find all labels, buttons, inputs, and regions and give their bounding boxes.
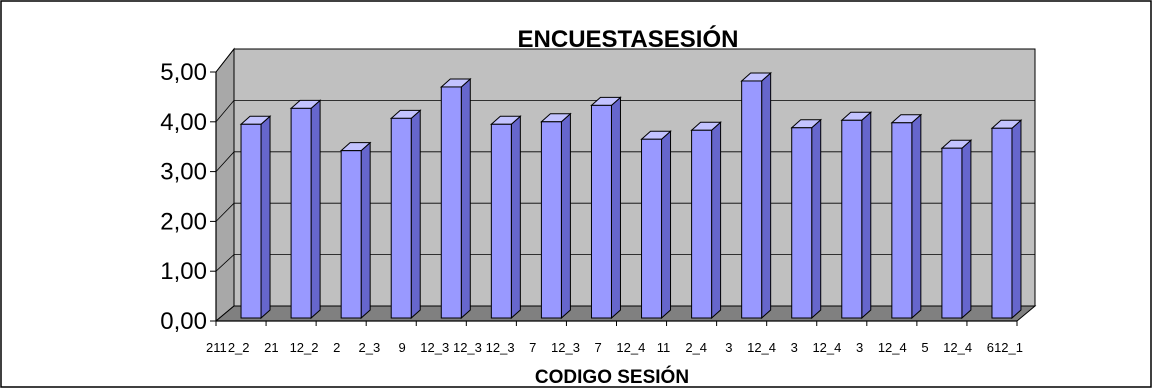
x-tick-label: 12_3: [486, 340, 515, 355]
x-tick-label: 2_4: [685, 340, 707, 355]
x-axis-title: CODIGO SESIÓN: [535, 366, 689, 388]
y-tick-label: 0,00: [160, 308, 207, 335]
x-tick-label: 2_3: [359, 340, 381, 355]
bar: [790, 118, 823, 320]
y-tick-label: 1,00: [160, 258, 207, 285]
bar-front: [390, 117, 412, 319]
bar-front: [691, 129, 713, 319]
x-tick-label: 211: [206, 340, 227, 355]
bar: [890, 113, 923, 320]
x-tick-label: 7: [595, 340, 602, 355]
bar-side: [811, 118, 822, 320]
x-tick-label: 12_3: [551, 340, 580, 355]
bar-side: [460, 77, 471, 320]
bar-side: [560, 112, 571, 320]
x-ticks: 211 2_2 21 12_2 2 2_3 9 12_3 12_3 12_3 7 12_3 7 12_4 1…: [206, 321, 1023, 355]
bar-front: [490, 123, 512, 319]
bar: [239, 115, 272, 320]
gridline-side: [215, 151, 235, 172]
x-tick-label: 5: [921, 340, 928, 355]
bar-front: [891, 122, 913, 319]
gridline-side: [215, 48, 235, 73]
gridline-side: [215, 254, 235, 272]
x-tick-label: 21: [264, 340, 278, 355]
bar-front: [540, 121, 562, 319]
bar-front: [641, 138, 663, 319]
bar-side: [661, 130, 672, 320]
x-tick-label: 12_3: [420, 340, 449, 355]
x-tick-label: 12_1: [994, 340, 1023, 355]
bar-front: [440, 86, 462, 319]
bar-side: [761, 71, 772, 320]
bar: [540, 112, 572, 320]
gridline-side: [215, 202, 235, 222]
x-tick-label: 12_4: [812, 340, 841, 355]
bar: [640, 130, 672, 320]
x-tick-label: 6: [987, 340, 994, 355]
bar: [439, 77, 472, 320]
x-tick-label: 12_4: [747, 340, 776, 355]
bar-side: [410, 109, 421, 320]
x-tick-label: 12_4: [878, 340, 907, 355]
bar-side: [861, 111, 872, 320]
bar-side: [1011, 119, 1022, 320]
bar-side: [711, 121, 722, 320]
y-ticks: 0,00 1,00 2,00 3,00 4,00 5,00: [160, 59, 216, 335]
bar: [990, 119, 1023, 320]
plot-side-wall: [215, 47, 235, 323]
bar: [840, 111, 873, 320]
bar: [289, 99, 322, 320]
x-tick-label: 12_4: [943, 340, 972, 355]
bar-side: [360, 141, 371, 320]
bar: [940, 139, 973, 320]
bar-front: [340, 150, 362, 319]
bar-side: [510, 115, 521, 320]
bar-front: [240, 123, 262, 319]
x-tick-label: 12_2: [290, 340, 319, 355]
bar-side: [610, 96, 621, 320]
y-tick-label: 4,00: [160, 109, 207, 136]
x-tick-label: 9: [398, 340, 405, 355]
bar: [339, 141, 372, 320]
bar-front: [991, 127, 1013, 319]
x-tick-label: 3: [856, 340, 863, 355]
x-tick-label: 2: [333, 340, 340, 355]
bar-front: [841, 119, 863, 319]
x-tick-label: 11: [657, 340, 671, 355]
bar-front: [941, 147, 963, 319]
bar-front: [590, 104, 612, 319]
x-tick-label: 3: [725, 340, 732, 355]
bar-side: [310, 99, 321, 320]
bar-side: [961, 139, 972, 320]
x-tick-label: 3: [791, 340, 798, 355]
x-tick-label: 12_4: [616, 340, 645, 355]
y-tick-label: 5,00: [160, 59, 207, 86]
bar-front: [791, 127, 813, 319]
bar: [690, 121, 722, 320]
x-tick-label: 7: [529, 340, 536, 355]
bars: [239, 71, 1023, 320]
bar: [740, 71, 772, 320]
bar: [590, 96, 622, 320]
x-tick-label: 2_2: [228, 340, 250, 355]
bar-front: [741, 80, 763, 319]
bar: [389, 109, 422, 320]
y-tick-label: 3,00: [160, 159, 207, 186]
gridline-side: [215, 100, 235, 123]
bar-front: [290, 107, 312, 319]
y-tick-label: 2,00: [160, 208, 207, 235]
chart-title: ENCUESTASESIÓN: [518, 25, 739, 53]
bar-side: [260, 115, 271, 320]
bar-side: [911, 113, 922, 320]
bar: [490, 115, 522, 320]
x-tick-label: 12_3: [453, 340, 482, 355]
